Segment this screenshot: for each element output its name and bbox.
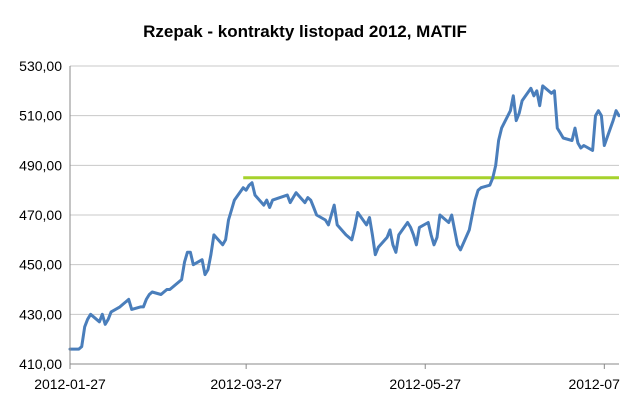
- price-series-line: [68, 84, 620, 351]
- y-tick-label: 510,00: [19, 108, 62, 124]
- x-tick-label: 2012-05-27: [389, 376, 461, 392]
- chart-title: Rzepak - kontrakty listopad 2012, MATIF: [143, 22, 467, 41]
- y-tick-label: 490,00: [19, 157, 62, 173]
- y-tick-label: 450,00: [19, 257, 62, 273]
- y-axis-tick-labels: 410,00 430,00 450,00 470,00 490,00 510,00 530,…: [19, 58, 62, 372]
- x-tick-label: 2012-03-27: [210, 376, 282, 392]
- x-tick-label: 2012-01-27: [34, 376, 106, 392]
- grid-lines: [70, 65, 619, 315]
- y-tick-label: 530,00: [19, 58, 62, 74]
- y-tick-label: 470,00: [19, 207, 62, 223]
- x-axis-tick-labels: 2012-01-27 2012-03-27 2012-05-27 2012-07-27: [34, 364, 620, 392]
- y-tick-label: 430,00: [19, 306, 62, 322]
- x-tick-label: 2012-07-27: [569, 376, 620, 392]
- y-tick-label: 410,00: [19, 356, 62, 372]
